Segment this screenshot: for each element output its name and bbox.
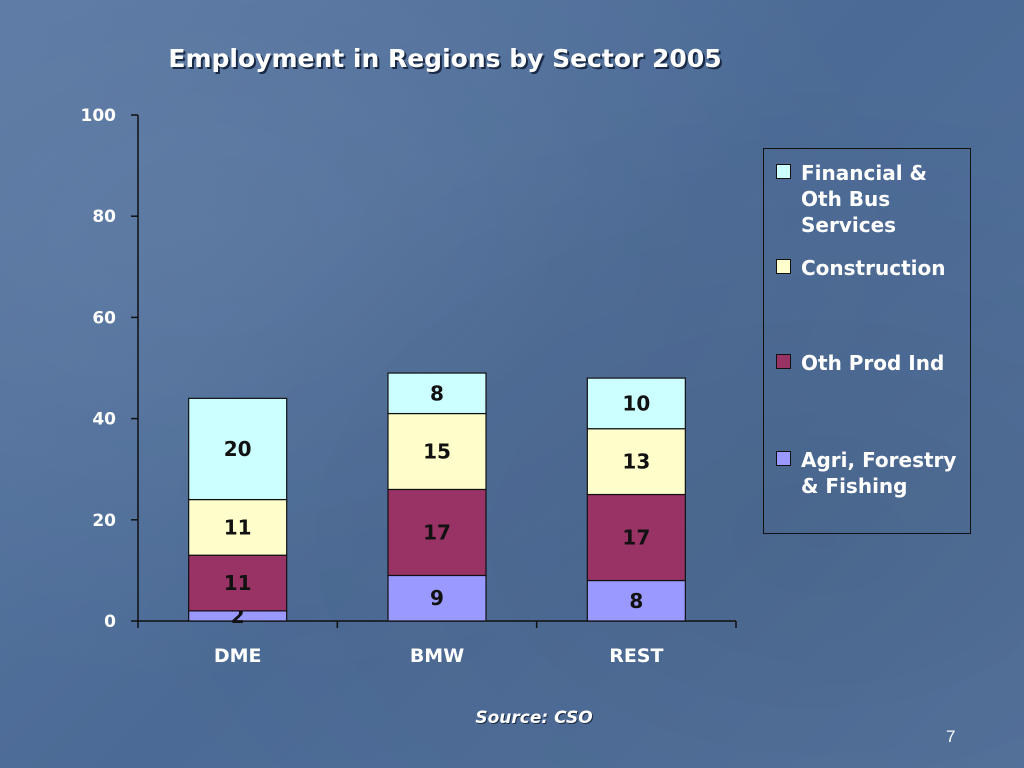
legend-item-agri: Agri, Forestry & Fishing — [776, 447, 973, 499]
bar-bmw-construction — [387, 412, 487, 491]
y-tick-label-20: 20 — [92, 511, 116, 531]
data-label-rest-financial-oth-bus-services: 10 — [622, 391, 650, 415]
data-label-dme-oth-prod-ind: 11 — [224, 571, 252, 595]
legend-item-oth-prod-ind: Oth Prod Ind — [776, 350, 973, 376]
legend-label-agri: Agri, Forestry & Fishing — [801, 448, 957, 498]
source-note: Source: CSO — [475, 708, 593, 728]
legend-label-oth-prod-ind: Oth Prod Ind — [801, 351, 945, 375]
x-category-label-rest: REST — [609, 645, 663, 667]
legend-label-financial: Financial & Oth Bus Services — [801, 161, 927, 237]
legend-swatch-financial — [776, 164, 791, 179]
data-label-bmw-oth-prod-ind: 17 — [423, 520, 451, 544]
legend-item-construction: Construction — [776, 255, 973, 281]
bar-rest-oth-prod-ind — [586, 493, 686, 582]
data-label-rest-oth-prod-ind: 17 — [622, 526, 650, 550]
bar-bmw-financial-oth-bus-services — [387, 372, 487, 415]
data-label-bmw-construction: 15 — [423, 439, 451, 463]
data-label-rest-agri-forestry-fishing: 8 — [629, 589, 643, 613]
y-tick-label-0: 0 — [104, 612, 116, 632]
chart-legend: Financial & Oth Bus Services Constructio… — [763, 148, 971, 534]
data-label-dme-construction: 11 — [224, 515, 252, 539]
bar-dme-construction — [188, 498, 288, 556]
legend-swatch-agri — [776, 451, 791, 466]
bar-rest-construction — [586, 428, 686, 496]
y-tick-label-80: 80 — [92, 207, 116, 227]
y-tick-label-40: 40 — [92, 410, 116, 430]
data-label-bmw-agri-forestry-fishing: 9 — [430, 586, 444, 610]
page-number: 7 — [946, 727, 956, 746]
y-tick-label-60: 60 — [92, 308, 116, 328]
legend-swatch-construction — [776, 259, 791, 274]
bar-bmw-agri-forestry-fishing — [387, 574, 487, 622]
y-tick-label-100: 100 — [81, 106, 117, 126]
x-category-label-bmw: BMW — [410, 645, 464, 667]
data-label-rest-construction: 13 — [622, 450, 650, 474]
x-category-label-dme: DME — [214, 645, 262, 667]
bar-dme-oth-prod-ind — [188, 554, 288, 612]
bar-bmw-oth-prod-ind — [387, 488, 487, 577]
bar-rest-financial-oth-bus-services — [586, 377, 686, 430]
data-label-bmw-financial-oth-bus-services: 8 — [430, 381, 444, 405]
legend-label-construction: Construction — [801, 256, 946, 280]
bar-dme-financial-oth-bus-services — [188, 397, 288, 501]
legend-swatch-oth-prod-ind — [776, 354, 791, 369]
chart-title: Employment in Regions by Sector 2005 — [168, 44, 722, 73]
data-label-dme-financial-oth-bus-services: 20 — [224, 437, 252, 461]
legend-item-financial: Financial & Oth Bus Services — [776, 160, 973, 238]
